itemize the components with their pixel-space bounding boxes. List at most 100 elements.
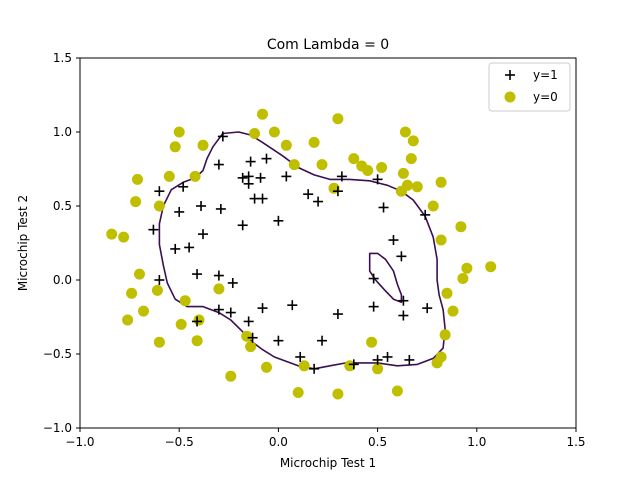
data-point-y1 — [192, 316, 203, 327]
data-point-y0 — [189, 170, 201, 182]
data-point-y0 — [138, 305, 149, 317]
data-point-y1 — [378, 202, 389, 213]
data-point-y0 — [427, 200, 439, 212]
data-point-y0 — [197, 139, 209, 151]
data-point-y0 — [249, 128, 261, 139]
data-point-y1 — [422, 303, 433, 314]
data-point-y1 — [372, 174, 383, 185]
data-point-y0 — [461, 262, 473, 274]
data-point-y1 — [261, 153, 272, 164]
data-point-y0 — [151, 284, 163, 296]
data-point-y0 — [457, 273, 469, 284]
data-point-y0 — [397, 167, 409, 179]
data-point-y0 — [292, 387, 304, 398]
data-point-y0 — [126, 287, 138, 299]
y-tick-label: 0.5 — [53, 199, 72, 213]
data-point-y1 — [372, 354, 383, 365]
data-point-y0 — [316, 159, 328, 171]
data-point-y0 — [431, 357, 443, 369]
data-point-y1 — [273, 335, 284, 346]
x-tick-label: 0.5 — [368, 435, 387, 449]
data-point-y0 — [122, 314, 134, 326]
data-point-y0 — [261, 361, 272, 373]
x-tick-label: 1.5 — [566, 435, 585, 449]
data-point-y1 — [227, 277, 238, 288]
data-point-y1 — [237, 220, 248, 231]
data-point-y0 — [435, 234, 447, 246]
y-tick-label: −1.0 — [43, 421, 72, 435]
x-tick-label: 0.0 — [269, 435, 288, 449]
data-point-y1 — [332, 309, 343, 320]
data-point-y1 — [336, 171, 347, 182]
data-point-y1 — [243, 178, 254, 189]
data-point-y1 — [398, 310, 409, 321]
data-point-y1 — [398, 295, 409, 306]
data-point-y1 — [170, 243, 181, 254]
data-point-y1 — [396, 251, 407, 262]
data-point-y1 — [388, 235, 399, 246]
data-point-y1 — [213, 270, 224, 281]
data-point-y0 — [193, 314, 205, 326]
data-point-y1 — [192, 269, 203, 280]
data-point-y1 — [317, 335, 328, 346]
data-point-y0 — [130, 196, 142, 208]
data-point-y1 — [245, 156, 256, 167]
data-point-y1 — [213, 159, 224, 170]
data-point-y1 — [178, 181, 189, 192]
data-point-y0 — [395, 185, 407, 197]
legend: y=1 y=0 — [488, 62, 571, 112]
data-point-y1 — [287, 300, 298, 311]
x-tick-label: −0.5 — [165, 435, 194, 449]
data-point-y1 — [303, 189, 314, 200]
data-point-y1 — [154, 186, 165, 197]
plot-area — [106, 108, 497, 400]
legend-marker-circle — [504, 91, 516, 103]
data-point-y1 — [295, 351, 306, 362]
y-axis-label: Microchip Test 2 — [16, 195, 30, 291]
data-point-y0 — [399, 126, 411, 138]
data-point-y1 — [198, 229, 209, 240]
data-point-y1 — [213, 304, 224, 315]
data-point-y0 — [332, 388, 344, 400]
data-point-y1 — [237, 172, 248, 183]
y-tick-label: 0.0 — [53, 273, 72, 287]
data-point-y1 — [225, 307, 236, 318]
data-point-y1 — [273, 215, 284, 226]
axis-ticks: −1.0 −0.5 0.0 0.5 1.0 1.5 −1.0 −0.5 0.0 0.5 1.0 1.5 — [43, 51, 586, 449]
x-tick-label: 1.0 — [467, 435, 486, 449]
data-point-y0 — [391, 385, 403, 397]
data-point-y1 — [404, 354, 415, 365]
data-point-y0 — [179, 295, 191, 307]
legend-box — [488, 62, 571, 112]
data-point-y0 — [372, 363, 384, 375]
legend-label-y1: y=1 — [533, 68, 558, 82]
data-point-y1 — [281, 171, 292, 182]
y-tick-label: 1.0 — [53, 125, 72, 139]
data-point-y0 — [225, 370, 237, 382]
data-point-y0 — [134, 268, 145, 280]
data-point-y1 — [243, 316, 254, 327]
data-point-y1 — [184, 242, 195, 253]
x-tick-label: −1.0 — [65, 435, 94, 449]
data-point-y1 — [332, 186, 343, 197]
data-point-y0 — [280, 139, 292, 151]
y-tick-label: 1.5 — [53, 51, 72, 65]
data-point-y0 — [257, 108, 268, 120]
data-point-y0 — [106, 228, 118, 240]
data-point-y0 — [439, 329, 451, 341]
data-point-y0 — [132, 173, 143, 185]
data-point-y1 — [174, 206, 185, 217]
data-point-y0 — [153, 336, 165, 348]
data-point-y0 — [348, 153, 360, 165]
data-point-y0 — [376, 162, 388, 173]
axes-frame — [79, 57, 577, 429]
chart-title: Com Lambda = 0 — [267, 37, 389, 53]
data-point-y1 — [420, 209, 431, 220]
data-point-y0 — [191, 335, 203, 347]
legend-label-y0: y=0 — [533, 90, 558, 104]
data-point-y1 — [257, 303, 268, 314]
decision-boundary-inner — [368, 252, 403, 303]
y-tick-label: −0.5 — [43, 347, 72, 361]
data-point-y0 — [268, 126, 280, 138]
